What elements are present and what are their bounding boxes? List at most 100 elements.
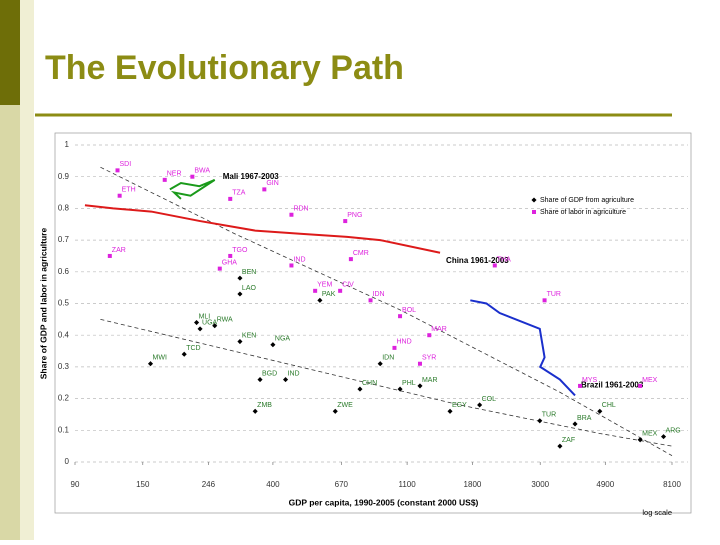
point-label: BWA xyxy=(194,168,210,175)
data-point xyxy=(338,288,343,293)
data-point xyxy=(417,361,422,366)
point-label: NGA xyxy=(275,336,291,343)
point-label: TUR xyxy=(547,291,561,298)
data-point xyxy=(190,174,195,179)
data-point xyxy=(162,177,167,182)
x-tick-label: 1100 xyxy=(399,480,417,489)
data-point xyxy=(228,253,233,258)
data-point xyxy=(289,263,294,268)
data-point xyxy=(392,345,397,350)
side-bar xyxy=(20,0,34,540)
y-tick-label: 0 xyxy=(65,457,70,466)
point-label: YEM xyxy=(317,282,332,289)
country-path xyxy=(470,299,576,397)
point-label: EGY xyxy=(452,402,467,409)
point-label: PHL xyxy=(402,380,416,387)
trend-line xyxy=(100,318,673,447)
point-label: NER xyxy=(167,171,182,178)
y-tick-label: 0.1 xyxy=(58,425,70,434)
legend-label: Share of labor in agriculture xyxy=(540,209,626,216)
x-tick-label: 670 xyxy=(335,480,349,489)
y-tick-label: 0.2 xyxy=(58,394,70,403)
data-point xyxy=(343,219,348,224)
data-point xyxy=(637,437,643,443)
y-tick-label: 0.5 xyxy=(58,299,70,308)
data-point xyxy=(194,319,200,326)
data-point xyxy=(557,443,563,449)
point-label: ZMB xyxy=(257,402,272,409)
point-label: COL xyxy=(482,396,497,403)
point-label: CHN xyxy=(362,380,377,387)
point-label: SDI xyxy=(120,161,132,168)
side-bar xyxy=(0,105,20,540)
point-label: THA xyxy=(497,256,511,263)
x-tick-label: 150 xyxy=(136,480,150,489)
point-label: ETH xyxy=(122,187,136,194)
data-point xyxy=(427,333,432,338)
data-point xyxy=(237,291,243,297)
legend-marker xyxy=(531,197,537,203)
x-tick-label: 4900 xyxy=(596,480,614,489)
data-point xyxy=(357,386,363,392)
data-point xyxy=(217,266,222,271)
x-scale-note: log scale xyxy=(642,508,672,517)
point-label: TUR xyxy=(542,412,556,419)
y-tick-label: 0.8 xyxy=(58,204,70,213)
data-point xyxy=(270,342,276,348)
point-label: BGD xyxy=(262,370,277,377)
data-point xyxy=(212,323,218,329)
legend-marker xyxy=(532,210,536,214)
data-point xyxy=(197,326,203,332)
point-label: TCD xyxy=(186,345,200,352)
x-tick-label: 90 xyxy=(71,480,80,489)
data-point xyxy=(313,288,318,293)
point-label: IDN xyxy=(382,355,394,362)
point-label: MYS xyxy=(582,377,598,384)
data-point xyxy=(638,383,643,388)
point-label: BEN xyxy=(242,269,256,276)
point-label: MEX xyxy=(642,377,658,384)
data-point xyxy=(181,351,187,357)
data-point xyxy=(578,383,583,388)
point-label: GIN xyxy=(266,180,278,187)
point-label: IND xyxy=(293,256,305,263)
chart-frame xyxy=(54,132,692,514)
path-annotation: Mali 1967-2003 xyxy=(223,172,280,181)
point-label: BRA xyxy=(577,415,592,422)
side-bar xyxy=(0,0,20,105)
data-point xyxy=(317,297,323,303)
point-label: ZAR xyxy=(112,247,126,254)
point-label: ZAF xyxy=(562,437,575,444)
point-label: CMR xyxy=(353,250,369,257)
x-tick-label: 400 xyxy=(266,480,280,489)
data-point xyxy=(289,212,294,217)
data-point xyxy=(368,298,373,303)
data-point xyxy=(252,408,258,414)
country-path xyxy=(84,204,441,254)
point-label: MLI xyxy=(199,313,211,320)
point-label: PAK xyxy=(322,291,336,298)
data-point xyxy=(661,434,667,440)
point-label: HND xyxy=(396,339,411,346)
data-point xyxy=(107,253,112,258)
x-axis-title: GDP per capita, 1990-2005 (constant 2000… xyxy=(289,497,479,507)
point-label: RWA xyxy=(217,317,233,324)
y-axis-title: Share of GDP and labor in agriculture xyxy=(38,228,48,380)
y-tick-label: 1 xyxy=(65,140,70,149)
point-label: MAR xyxy=(431,326,447,333)
data-point xyxy=(117,193,122,198)
point-label: SYR xyxy=(422,355,436,362)
point-label: BOL xyxy=(402,307,416,314)
point-label: LAO xyxy=(242,285,257,292)
x-tick-label: 246 xyxy=(202,480,216,489)
point-label: ZWE xyxy=(337,402,353,409)
point-label: MEX xyxy=(642,431,658,438)
data-point xyxy=(447,408,453,414)
x-tick-label: 1800 xyxy=(464,480,482,489)
point-label: CHL xyxy=(602,402,616,409)
point-label: IDN xyxy=(373,291,385,298)
y-tick-label: 0.9 xyxy=(58,172,70,181)
point-label: IND xyxy=(288,370,300,377)
point-label: CIV xyxy=(342,282,354,289)
